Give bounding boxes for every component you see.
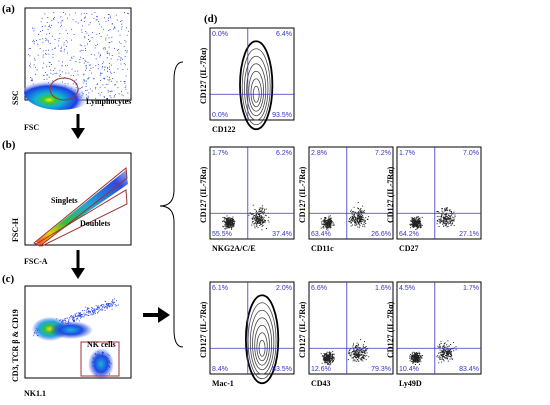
quadrant-percent-ul: 2.8%	[311, 150, 327, 157]
quadrant-plot-events	[320, 339, 370, 366]
panel-b-gate-lower-label: Doublets	[80, 219, 110, 228]
quadrant-x-label: CD27	[399, 244, 419, 253]
quadrant-percent-lr: 83.5%	[272, 366, 292, 373]
quadrant-percent-ul: 0.0%	[212, 31, 228, 38]
quadrant-percent-ul: 6.6%	[311, 285, 327, 292]
quadrant-percent-ll: 0.0%	[212, 112, 228, 119]
quadrant-percent-ur: 7.2%	[375, 150, 391, 157]
quadrant-plot-events	[409, 207, 456, 231]
panel-d-letter: (d)	[204, 13, 218, 25]
panel-b: (b) Singlets Doublets FSC-A FSC-H	[2, 139, 132, 266]
quadrant-y-label: CD127 (IL-7Rα)	[199, 166, 208, 223]
quadrant-percent-lr: 27.1%	[459, 231, 479, 238]
quadrant-x-label: Mac-1	[212, 379, 234, 388]
panel-b-gate-upper-label: Singlets	[51, 196, 78, 205]
quadrant-plot-cd43: 6.6% 1.6% 12.6% 79.3% CD43 CD127 (IL-7Rα)	[298, 281, 394, 388]
quadrant-plot-cd27: 1.7% 7.0% 64.2% 27.1% CD27 CD127 (IL-7Rα)	[386, 146, 482, 253]
panel-c-density-nk	[88, 348, 114, 380]
quadrant-plot-contours	[239, 40, 274, 131]
quadrant-percent-ur: 1.6%	[375, 285, 391, 292]
quadrant-percent-ur: 7.0%	[463, 150, 479, 157]
quadrant-x-label: NKG2A/C/E	[212, 244, 256, 253]
quadrant-percent-ul: 6.1%	[212, 285, 228, 292]
quadrant-plot-events	[320, 202, 370, 231]
panel-a-x-label: FSC	[24, 123, 39, 132]
quadrant-y-label: CD127 (IL-7Rα)	[386, 166, 395, 223]
quadrant-percent-lr: 26.6%	[371, 231, 391, 238]
panel-c-x-label: NK1.1	[24, 389, 46, 398]
quadrant-percent-lr: 37.4%	[272, 231, 292, 238]
panel-b-y-label: FSC-H	[11, 217, 20, 242]
panel-c: (c) NK cells NK1.1 CD3, TCR β & CD19	[2, 273, 132, 398]
quadrant-y-label: CD127 (IL-7Rα)	[199, 47, 208, 104]
panel-c-letter: (c)	[2, 273, 15, 285]
quadrant-plot-mac1: 6.1% 2.0% 8.4% 83.5% Mac-1 CD127 (IL-7Rα)	[199, 281, 295, 388]
quadrant-y-label: CD127 (IL-7Rα)	[199, 301, 208, 358]
quadrant-plot-frame	[308, 281, 394, 375]
quadrant-percent-ll: 12.6%	[311, 366, 331, 373]
panel-d-bracket	[159, 61, 184, 348]
quadrant-y-label: CD127 (IL-7Rα)	[298, 301, 307, 358]
quadrant-percent-ur: 1.7%	[463, 285, 479, 292]
arrow-right-icon	[158, 307, 170, 323]
quadrant-y-label: CD127 (IL-7Rα)	[298, 166, 307, 223]
quadrant-plot-events	[409, 340, 457, 365]
quadrant-percent-ul: 1.7%	[399, 150, 415, 157]
panel-b-plot-area	[24, 152, 132, 246]
panel-c-density-mid	[49, 321, 93, 339]
quadrant-plot-frame	[209, 146, 295, 240]
quadrant-percent-lr: 79.3%	[371, 366, 391, 373]
quadrant-plot-frame	[308, 146, 394, 240]
quadrant-percent-ur: 6.2%	[276, 150, 292, 157]
panel-a-letter: (a)	[2, 3, 15, 15]
lymphocyte-gate	[49, 77, 79, 101]
panel-a-density	[24, 74, 96, 110]
panel-b-density	[36, 170, 128, 245]
quadrant-percent-ll: 10.4%	[399, 366, 419, 373]
quadrant-percent-lr: 93.5%	[272, 112, 292, 119]
quadrant-x-label: CD43	[311, 379, 331, 388]
panel-c-y-label: CD3, TCR β & CD19	[11, 309, 20, 382]
quadrant-x-label: CD11c	[311, 244, 334, 253]
quadrant-plot-cd122: 0.0% 6.4% 0.0% 93.5% CD122 CD127 (IL-7Rα)	[199, 27, 295, 134]
quadrant-percent-ul: 1.7%	[212, 150, 228, 157]
quadrant-plot-nkg2a: 1.7% 6.2% 55.5% 37.4% NKG2A/C/E CD127 (IL-7Rα…	[199, 146, 295, 253]
quadrant-percent-ul: 4.5%	[399, 285, 415, 292]
quadrant-plot-contours	[244, 294, 280, 385]
panel-b-letter: (b)	[2, 139, 16, 151]
doublets-gate	[34, 189, 128, 247]
quadrant-plot-events	[222, 204, 270, 231]
quadrant-percent-ur: 6.4%	[276, 31, 292, 38]
quadrant-x-label: Ly49D	[399, 379, 422, 388]
quadrant-percent-ll: 55.5%	[212, 231, 232, 238]
quadrant-percent-ll: 64.2%	[399, 231, 419, 238]
panel-a-gate-label: Lymphocytes	[86, 97, 131, 106]
quadrant-y-label: CD127 (IL-7Rα)	[386, 301, 395, 358]
panel-a: (a) Lymphocytes FSC SSC	[2, 3, 132, 132]
panel-c-gate-label: NK cells	[87, 340, 116, 349]
arrow-down-icon	[71, 128, 85, 139]
quadrant-x-label: CD122	[212, 125, 236, 134]
quadrant-plot-frame	[396, 146, 482, 240]
quadrant-percent-lr: 83.4%	[459, 366, 479, 373]
quadrant-percent-ll: 63.4%	[311, 231, 331, 238]
nk-cell-gate	[80, 341, 120, 377]
arrow-down-icon	[71, 268, 85, 279]
quadrant-percent-ur: 2.0%	[276, 285, 292, 292]
panel-a-y-label: SSC	[11, 90, 20, 105]
quadrant-plot-ly49d: 4.5% 1.7% 10.4% 83.4% Ly49D CD127 (IL-7Rα)	[386, 281, 482, 388]
quadrant-plot-cd11c: 2.8% 7.2% 63.4% 26.6% CD11c CD127 (IL-7Rα)	[298, 146, 394, 253]
panel-b-x-label: FSC-A	[24, 257, 48, 266]
quadrant-percent-ll: 8.4%	[212, 366, 228, 373]
